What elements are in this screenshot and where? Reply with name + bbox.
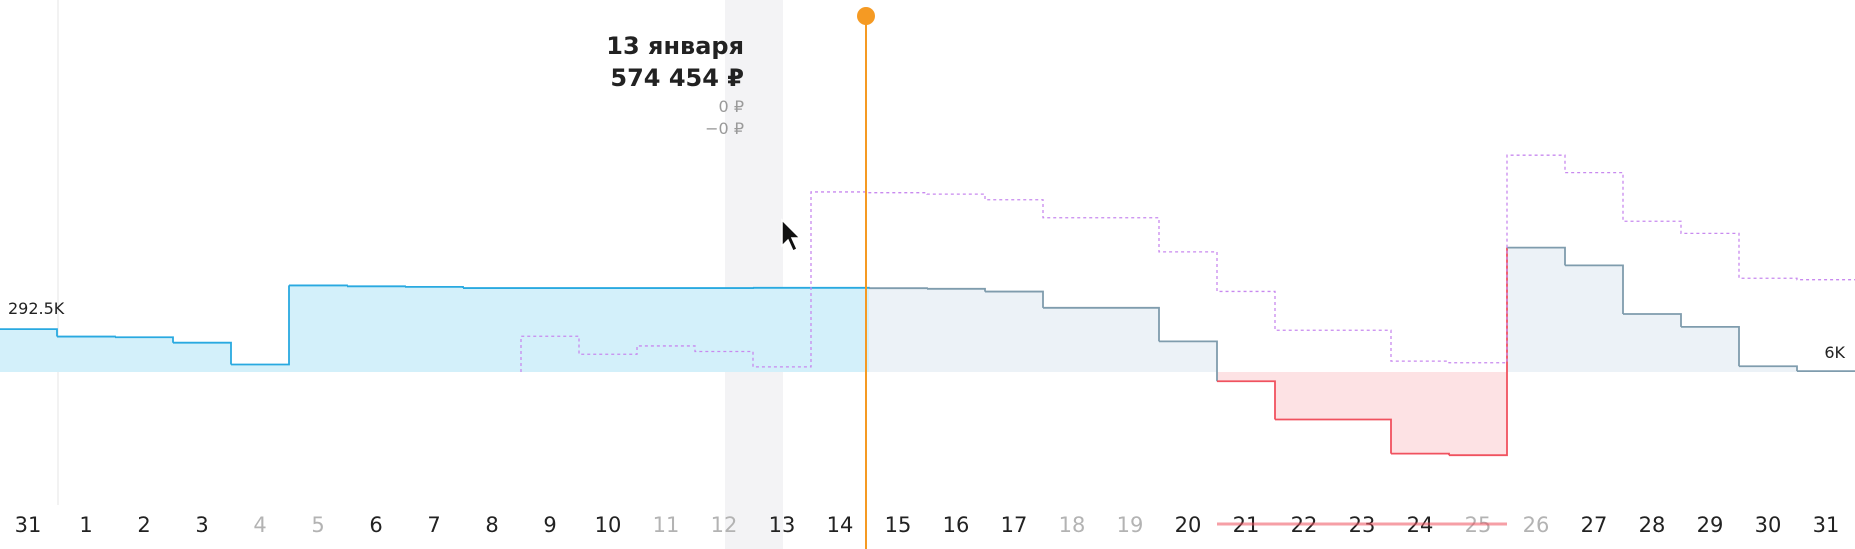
selected-day-band-rect xyxy=(725,0,783,549)
balance-step-30 xyxy=(1739,365,1798,372)
chart-lines xyxy=(0,154,1855,457)
x-tick-2: 2 xyxy=(137,513,150,537)
x-tick-1: 1 xyxy=(79,513,92,537)
area-day-6 xyxy=(347,286,405,372)
x-tick-3: 3 xyxy=(195,513,208,537)
x-tick-28: 28 xyxy=(1639,513,1666,537)
balance-step-23 xyxy=(1333,418,1392,454)
balance-step-29 xyxy=(1681,325,1740,367)
balance-step-15 xyxy=(869,287,928,290)
area-day-11 xyxy=(637,288,695,372)
x-tick-31: 31 xyxy=(15,513,42,537)
area-day-8 xyxy=(463,288,521,372)
area-day-23 xyxy=(1333,372,1391,420)
area-day-10 xyxy=(579,288,637,372)
x-tick-11: 11 xyxy=(653,513,680,537)
area-day-20 xyxy=(1159,341,1217,372)
area-day-1 xyxy=(57,336,115,372)
cursor-handle xyxy=(857,7,875,25)
x-tick-7: 7 xyxy=(427,513,440,537)
tooltip-value: 574 454 ₽ xyxy=(610,64,744,92)
area-day-14 xyxy=(811,287,869,372)
x-tick-20: 20 xyxy=(1175,513,1202,537)
area-day-0 xyxy=(0,329,57,372)
selected-day-band xyxy=(57,0,783,549)
x-tick-10: 10 xyxy=(595,513,622,537)
left-value-label: 292.5K xyxy=(8,299,65,318)
balance-step-16 xyxy=(927,287,986,292)
area-day-28 xyxy=(1623,313,1681,372)
area-day-21 xyxy=(1217,372,1275,382)
tooltip-income: 0 ₽ xyxy=(719,97,744,116)
x-tick-19: 19 xyxy=(1117,513,1144,537)
tooltip-expense: −0 ₽ xyxy=(705,119,744,138)
chart-area xyxy=(0,247,1855,456)
area-day-16 xyxy=(927,288,985,372)
balance-step-6 xyxy=(347,285,406,288)
area-day-12 xyxy=(695,288,753,372)
area-day-27 xyxy=(1565,265,1623,372)
x-tick-13: 13 xyxy=(769,513,796,537)
area-day-15 xyxy=(869,288,927,372)
area-day-5 xyxy=(289,285,347,372)
x-tick-17: 17 xyxy=(1001,513,1028,537)
balance-step-4 xyxy=(231,285,290,366)
balance-step-3 xyxy=(173,341,232,365)
balance-step-28 xyxy=(1623,313,1682,327)
area-day-22 xyxy=(1275,372,1333,420)
balance-step-21 xyxy=(1217,380,1276,420)
x-tick-14: 14 xyxy=(827,513,854,537)
balance-step-19 xyxy=(1101,306,1160,342)
x-tick-29: 29 xyxy=(1697,513,1724,537)
x-tick-9: 9 xyxy=(543,513,556,537)
area-day-26 xyxy=(1507,247,1565,372)
balance-step-17 xyxy=(985,290,1044,308)
x-tick-6: 6 xyxy=(369,513,382,537)
area-day-7 xyxy=(405,286,463,372)
area-day-17 xyxy=(985,291,1043,372)
x-tick-15: 15 xyxy=(885,513,912,537)
balance-step-24 xyxy=(1391,452,1450,456)
plan-dashed-line xyxy=(520,154,1855,372)
x-tick-4: 4 xyxy=(253,513,266,537)
x-tick-18: 18 xyxy=(1059,513,1086,537)
area-day-9 xyxy=(521,288,579,372)
balance-step-0 xyxy=(0,328,58,337)
area-day-13 xyxy=(753,287,811,372)
area-day-3 xyxy=(173,342,231,372)
right-value-label: 6K xyxy=(1824,343,1845,362)
area-day-30 xyxy=(1739,366,1797,372)
x-tick-27: 27 xyxy=(1581,513,1608,537)
x-tick-12: 12 xyxy=(711,513,738,537)
balance-step-1 xyxy=(57,335,116,338)
balance-step-20 xyxy=(1159,340,1218,382)
tooltip: 13 января 574 454 ₽ 0 ₽ −0 ₽ xyxy=(606,32,744,138)
area-day-25 xyxy=(1449,372,1507,456)
area-day-24 xyxy=(1391,372,1449,454)
x-tick-30: 30 xyxy=(1755,513,1782,537)
balance-step-5 xyxy=(289,284,348,287)
x-tick-5: 5 xyxy=(311,513,324,537)
tooltip-date: 13 января xyxy=(606,32,744,60)
area-day-2 xyxy=(115,337,173,372)
x-tick-26: 26 xyxy=(1523,513,1550,537)
balance-step-26 xyxy=(1507,246,1566,266)
area-day-4 xyxy=(231,364,289,372)
balance-step-2 xyxy=(115,336,174,343)
cursor-pointer-icon xyxy=(781,218,802,253)
area-day-19 xyxy=(1101,307,1159,372)
x-tick-8: 8 xyxy=(485,513,498,537)
x-axis: 31 1 2 3 4 5 6 7 8 9 10 11 12 13 14 15 16 17 18 19 20 21 22 23 2… xyxy=(15,513,1840,537)
cursor xyxy=(857,7,875,549)
x-tick-16: 16 xyxy=(943,513,970,537)
x-tick-31: 31 xyxy=(1813,513,1840,537)
area-day-18 xyxy=(1043,307,1101,372)
balance-step-27 xyxy=(1565,264,1624,314)
area-day-29 xyxy=(1681,326,1739,372)
